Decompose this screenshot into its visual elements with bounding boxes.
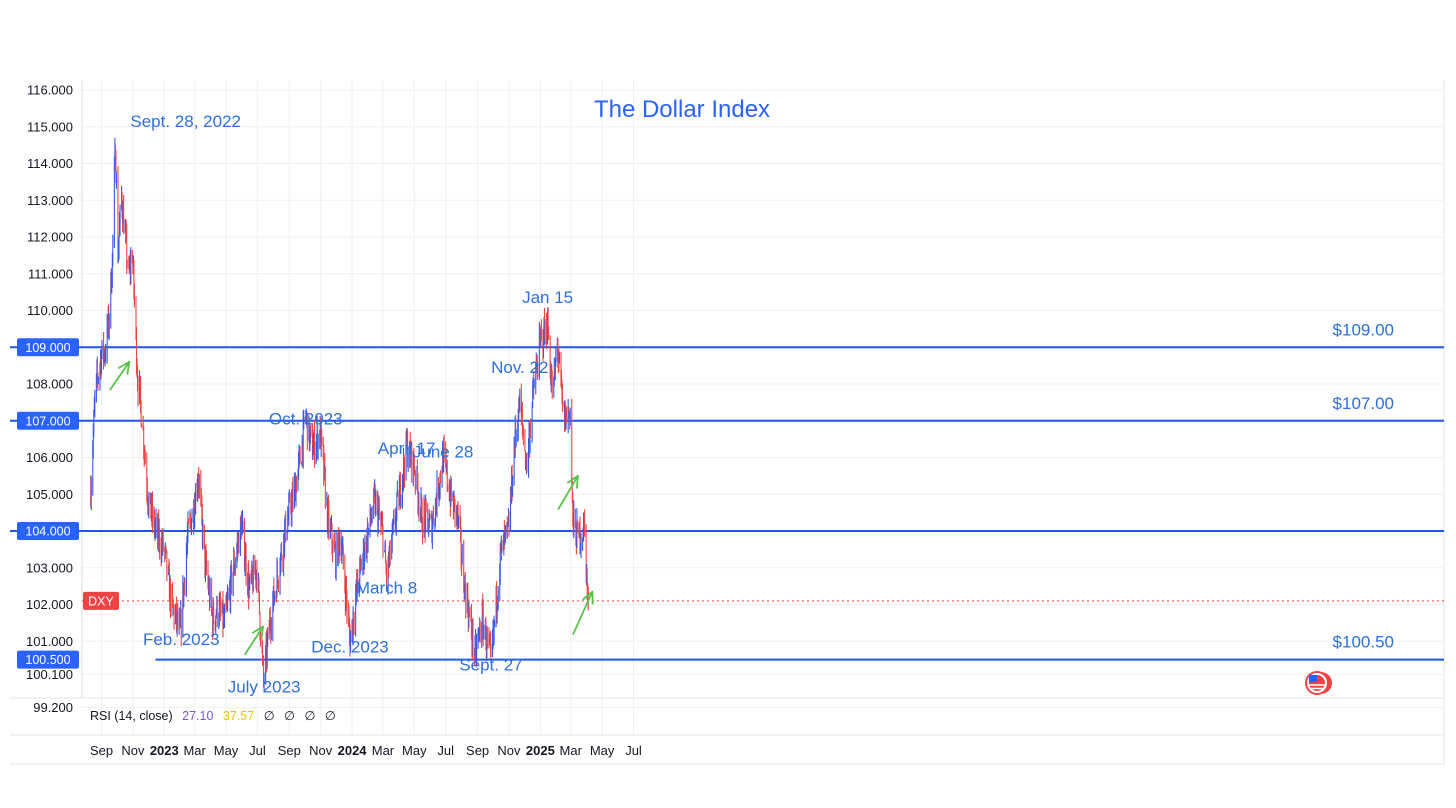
annotation-label: Dec. 2023 <box>311 637 389 656</box>
x-tick-label: Sep <box>466 743 489 758</box>
y-tick-label: 108.000 <box>26 377 73 392</box>
x-tick-label: Nov <box>309 743 333 758</box>
x-tick-label: Sep <box>90 743 113 758</box>
y-axis[interactable]: 116.000 115.000 114.000 113.000 112.000 111.0… <box>26 83 73 715</box>
y-tick-label: 99.200 <box>33 700 73 715</box>
price-badge-bg <box>17 411 79 430</box>
price-badge: 107.000 <box>25 414 70 428</box>
rsi-empty-value-1: ∅ <box>264 709 275 723</box>
last-price-line-group: DXY <box>82 591 1444 610</box>
annotation-label: Jan 15 <box>522 288 573 307</box>
annotation-label: July 2023 <box>228 678 301 697</box>
x-tick-label: Mar <box>372 743 395 758</box>
x-tick-label: 2025 <box>526 743 555 758</box>
y-tick-label: 112.000 <box>27 230 73 245</box>
x-tick-label: Mar <box>560 743 583 758</box>
price-badge-bg <box>17 650 79 669</box>
y-tick-label: 115.000 <box>27 119 73 134</box>
y-tick-label: 105.000 <box>26 487 73 502</box>
grid <box>82 80 1444 735</box>
price-badge-bg <box>17 522 79 540</box>
annotations: Sept. 28, 2022 Feb. 2023 July 2023 Oct. 202… <box>130 112 573 697</box>
trend-arrow-head <box>117 361 131 375</box>
flag-icon[interactable] <box>1305 671 1332 695</box>
trend-arrow-head <box>251 625 264 640</box>
annotation-label: April 17 <box>378 439 436 458</box>
symbol-badge-bg <box>83 591 119 610</box>
chart-frame-lines <box>10 80 1445 765</box>
level-label: $107.00 <box>1333 394 1394 413</box>
rsi-empty-value-4: ∅ <box>325 709 336 723</box>
y-tick-label: 103.000 <box>26 560 73 575</box>
trend-arrow-head <box>582 590 594 605</box>
annotation-label: Oct. 2023 <box>269 409 343 428</box>
rsi-empty-value-2: ∅ <box>284 709 295 723</box>
x-tick-label: May <box>590 743 615 758</box>
x-tick-label: 2023 <box>150 743 179 758</box>
level-label: $100.50 <box>1333 633 1394 652</box>
axis-badges: 109.000 107.000 104.000 100.500 <box>17 338 79 669</box>
arrows <box>109 361 594 656</box>
x-tick-label: Mar <box>183 743 206 758</box>
trend-arrow <box>557 474 579 510</box>
annotation-label: Sept. 27 <box>459 656 522 675</box>
x-tick-label: May <box>402 743 427 758</box>
candles <box>90 137 589 692</box>
trend-arrow <box>109 361 131 391</box>
annotation-label: March 8 <box>356 578 417 597</box>
x-tick-label: Jul <box>249 743 266 758</box>
price-badge: 109.000 <box>25 341 70 355</box>
y-tick-label: 106.000 <box>26 450 73 465</box>
trend-arrow <box>244 625 264 656</box>
y-tick-label: 100.100 <box>26 667 73 682</box>
annotation-label: June 28 <box>413 443 474 462</box>
rsi-label: RSI (14, close) <box>90 709 173 723</box>
rsi-empty-value-3: ∅ <box>304 709 315 723</box>
x-tick-label: Jul <box>625 743 642 758</box>
svg-text:RSI (14, close) 27.10: RSI (14, close) 27.10 37.57 ∅ ∅ ∅ ∅ <box>90 709 336 723</box>
annotation-label: Feb. 2023 <box>143 630 220 649</box>
y-tick-label: 102.000 <box>26 597 73 612</box>
price-badge: 100.500 <box>25 653 70 667</box>
y-tick-label: 113.000 <box>27 193 73 208</box>
trend-arrow-head <box>567 474 579 489</box>
annotation-label: Nov. 22 <box>491 358 548 377</box>
price-badge-bg <box>17 338 79 357</box>
rsi-value-1: 27.10 <box>182 709 213 723</box>
trend-arrow <box>572 590 594 635</box>
x-tick-label: Sep <box>278 743 301 758</box>
chart-title: The Dollar Index <box>594 96 770 123</box>
rsi-legend: RSI (14, close) 27.10 37.57 ∅ ∅ ∅ ∅ <box>90 709 336 723</box>
y-tick-label: 101.000 <box>26 634 73 649</box>
x-tick-label: Nov <box>121 743 145 758</box>
level-label: $109.00 <box>1333 320 1394 339</box>
y-tick-label: 111.000 <box>28 266 73 281</box>
x-tick-label: May <box>214 743 239 758</box>
x-axis[interactable]: Sep Nov 2023 Mar May Jul Sep Nov 2024 Mar May Jul Se… <box>90 743 642 758</box>
annotation-label: Sept. 28, 2022 <box>130 112 241 131</box>
x-tick-label: 2024 <box>338 743 368 758</box>
y-tick-label: 116.000 <box>27 83 73 98</box>
rsi-value-2: 37.57 <box>223 709 254 723</box>
x-tick-label: Nov <box>497 743 521 758</box>
x-tick-label: Jul <box>437 743 454 758</box>
y-tick-label: 110.000 <box>27 303 73 318</box>
y-tick-label: 114.000 <box>27 156 73 171</box>
horizontal-levels: $109.00 $107.00 $100.50 <box>10 320 1444 661</box>
price-badge: 104.000 <box>25 525 70 539</box>
symbol-badge: DXY <box>88 594 114 608</box>
